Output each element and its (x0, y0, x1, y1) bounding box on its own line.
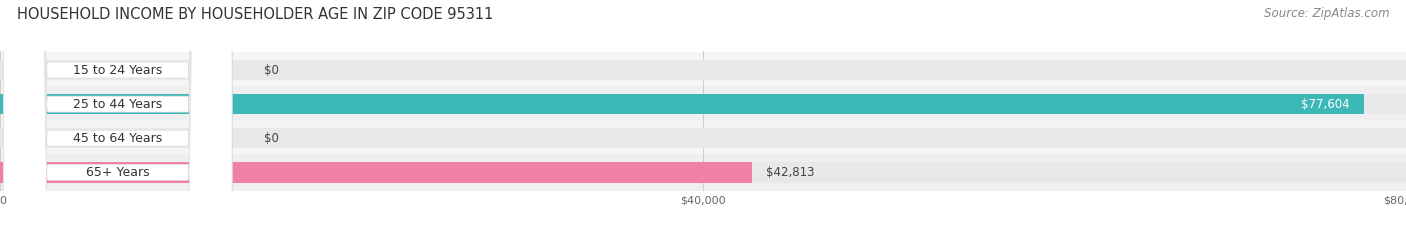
Text: $77,604: $77,604 (1301, 98, 1350, 111)
Text: 65+ Years: 65+ Years (86, 166, 149, 179)
Text: $42,813: $42,813 (766, 166, 815, 179)
Bar (0, 51, 1406, 89)
Text: 15 to 24 Years: 15 to 24 Years (73, 64, 162, 76)
Bar (0, 94, 1364, 114)
Bar (0, 154, 1406, 191)
FancyBboxPatch shape (3, 0, 232, 233)
Text: $0: $0 (264, 64, 278, 76)
Text: 45 to 64 Years: 45 to 64 Years (73, 132, 162, 145)
Text: 25 to 44 Years: 25 to 44 Years (73, 98, 162, 111)
Bar (0, 162, 752, 182)
FancyBboxPatch shape (3, 0, 232, 233)
FancyBboxPatch shape (3, 0, 232, 233)
Bar (0, 60, 1406, 80)
Bar (0, 94, 1406, 114)
Text: $0: $0 (264, 132, 278, 145)
Bar (0, 86, 1406, 123)
Bar (0, 128, 1406, 148)
Bar (0, 120, 1406, 157)
FancyBboxPatch shape (3, 0, 232, 233)
Text: HOUSEHOLD INCOME BY HOUSEHOLDER AGE IN ZIP CODE 95311: HOUSEHOLD INCOME BY HOUSEHOLDER AGE IN Z… (17, 7, 494, 22)
Bar (0, 162, 1406, 182)
Text: Source: ZipAtlas.com: Source: ZipAtlas.com (1264, 7, 1389, 20)
